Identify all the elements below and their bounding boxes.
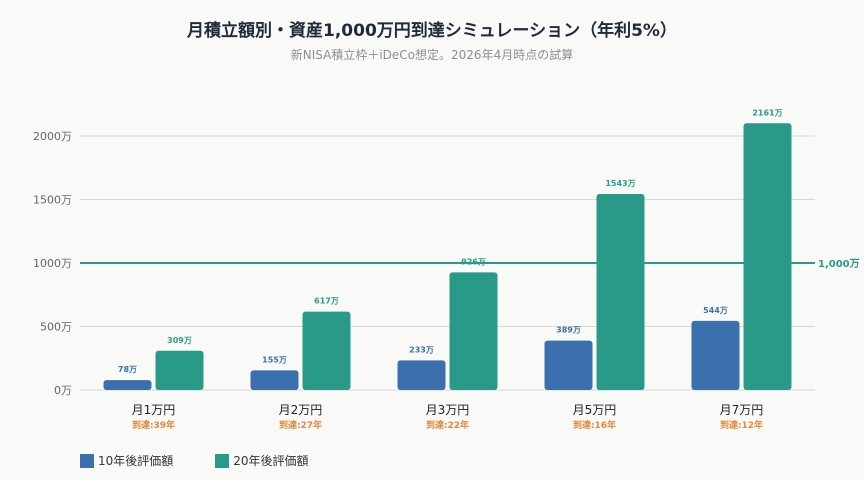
legend: 10年後評価額 20年後評価額 xyxy=(80,452,309,469)
y-tick-label: 1000万 xyxy=(33,257,72,270)
data-label: 926万 xyxy=(461,257,486,266)
category-label: 月7万円 xyxy=(720,403,764,417)
reach-label: 到達:12年 xyxy=(720,419,763,431)
bar-10y xyxy=(691,320,740,390)
reach-label: 到達:27年 xyxy=(279,419,322,431)
bar-20y xyxy=(302,311,351,390)
data-label: 1543万 xyxy=(605,179,635,188)
data-label: 78万 xyxy=(118,365,137,374)
data-label: 309万 xyxy=(167,336,192,345)
category-label: 月2万円 xyxy=(279,403,323,417)
y-tick-label: 0万 xyxy=(54,384,72,397)
y-tick-label: 500万 xyxy=(40,321,72,334)
chart-title: 月積立額別・資産1,000万円到達シミュレーション（年利5%） xyxy=(187,21,677,41)
data-label: 617万 xyxy=(314,297,339,306)
bar-20y xyxy=(596,194,645,390)
data-label: 155万 xyxy=(262,355,287,364)
legend-label-20y: 20年後評価額 xyxy=(233,454,309,468)
bar-20y xyxy=(155,350,204,390)
legend-label-10y: 10年後評価額 xyxy=(98,454,174,468)
category-label: 月1万円 xyxy=(132,403,176,417)
target-line-label: 1,000万 xyxy=(818,258,860,270)
reach-label: 到達:39年 xyxy=(132,419,175,431)
data-label: 2161万 xyxy=(752,108,782,117)
data-label: 233万 xyxy=(409,345,434,354)
legend-swatch-20y xyxy=(215,453,230,468)
bar-10y xyxy=(397,360,446,390)
bar-20y xyxy=(449,272,498,390)
y-tick-label: 2000万 xyxy=(33,130,72,143)
bar-10y xyxy=(544,340,593,390)
data-label: 544万 xyxy=(703,306,728,315)
y-tick-label: 1500万 xyxy=(33,194,72,207)
bar-10y xyxy=(250,370,299,390)
chart-subtitle: 新NISA積立枠＋iDeCo想定。2026年4月時点の試算 xyxy=(290,48,574,62)
legend-item-10y: 10年後評価額 xyxy=(80,452,173,469)
reach-label: 到達:22年 xyxy=(426,419,469,431)
legend-swatch-10y xyxy=(80,453,94,468)
legend-item-20y: 20年後評価額 xyxy=(215,452,309,469)
bar-10y xyxy=(103,380,152,390)
data-label: 389万 xyxy=(556,326,581,335)
category-label: 月5万円 xyxy=(573,403,617,417)
bar-20y xyxy=(743,123,792,391)
reach-label: 到達:16年 xyxy=(573,419,616,431)
category-label: 月3万円 xyxy=(426,403,470,417)
